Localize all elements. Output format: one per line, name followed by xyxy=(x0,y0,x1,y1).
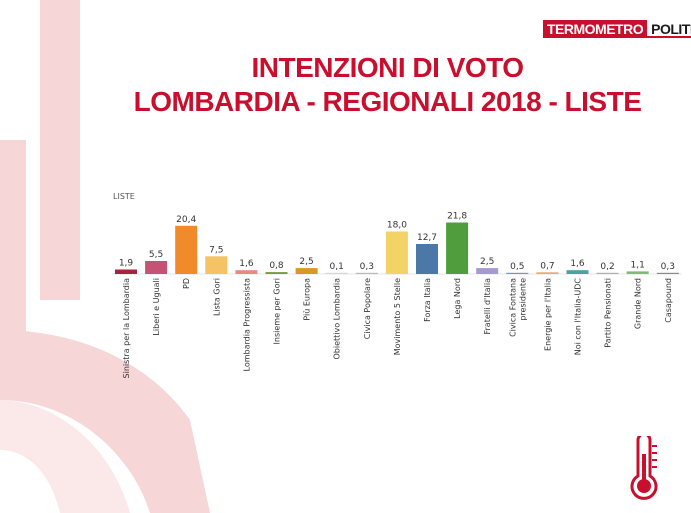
bar-value-label: 1,6 xyxy=(570,259,585,269)
bar-value-label: 0,3 xyxy=(661,262,675,272)
bar-17 xyxy=(626,271,649,274)
page-title-line1: INTENZIONI DI VOTO xyxy=(251,52,524,83)
bar-value-label: 18,0 xyxy=(387,221,407,231)
category-label: Partito Pensionati xyxy=(604,278,613,348)
bar-5 xyxy=(265,272,288,274)
category-label: PD xyxy=(182,278,191,289)
bar-4 xyxy=(235,270,258,274)
chart-legend-label: LISTE xyxy=(113,192,135,201)
bar-1 xyxy=(145,261,168,274)
brand-logo-part2: POLITICO xyxy=(647,20,691,38)
bar-value-label: 1,9 xyxy=(119,259,134,269)
bar-value-label: 12,7 xyxy=(417,233,437,243)
bar-value-label: 1,1 xyxy=(631,260,645,270)
category-label: Più Europa xyxy=(303,278,312,321)
bar-6 xyxy=(295,268,318,274)
category-label: Insieme per Gori xyxy=(273,278,282,344)
bar-10 xyxy=(416,244,438,274)
category-label: Sinistra per la Lombardia xyxy=(122,278,131,379)
bar-value-label: 7,5 xyxy=(209,245,223,255)
bar-value-label: 0,5 xyxy=(510,262,524,272)
bar-8 xyxy=(355,272,378,274)
bar-value-label: 2,5 xyxy=(299,257,313,267)
category-label: Grande Nord xyxy=(634,278,643,329)
category-label: Civica Fontanapresidente xyxy=(508,278,527,337)
bar-value-label: 0,3 xyxy=(360,262,374,272)
category-label: Movimento 5 Stelle xyxy=(393,278,402,355)
category-label: Casapound xyxy=(664,278,673,323)
bar-value-label: 2,5 xyxy=(480,257,494,267)
brand-logo-part1: TERMOMETRO xyxy=(543,20,648,38)
category-label: Energie per l'Italia xyxy=(543,278,552,351)
page-title-line2: LOMBARDIA - REGIONALI 2018 - LISTE xyxy=(133,86,642,117)
category-label: Liberi e Uguali xyxy=(152,278,161,336)
bar-value-label: 0,7 xyxy=(540,261,554,271)
bar-0 xyxy=(115,269,137,274)
category-label: Forza Italia xyxy=(423,278,432,322)
category-label: Fratelli d'Italia xyxy=(483,278,492,335)
bar-7 xyxy=(325,272,348,274)
bar-value-label: 21,8 xyxy=(447,212,467,222)
bar-value-label: 20,4 xyxy=(176,215,196,225)
bar-value-label: 5,5 xyxy=(149,250,163,260)
category-label: Noi con l'Italia-UDC xyxy=(574,278,583,356)
brand-logo: TERMOMETRO POLITICO xyxy=(543,20,691,38)
bar-15 xyxy=(566,270,589,274)
bar-value-label: 0,2 xyxy=(600,262,614,272)
bar-18 xyxy=(656,272,679,274)
category-label: Lombardia Progressista xyxy=(242,278,251,372)
bar-9 xyxy=(385,231,408,274)
category-label: Lega Nord xyxy=(453,278,462,319)
bar-2 xyxy=(175,225,198,274)
bar-14 xyxy=(536,272,559,274)
bar-12 xyxy=(476,268,499,274)
bar-3 xyxy=(205,256,228,274)
bar-16 xyxy=(596,272,619,274)
thermometer-icon xyxy=(630,436,658,500)
bar-value-label: 0,1 xyxy=(330,262,344,272)
category-label: Lista Gori xyxy=(212,278,221,316)
category-label: Civica Popolare xyxy=(363,278,372,339)
category-label: Obiettivo Lombardia xyxy=(333,278,342,360)
bar-value-label: 1,6 xyxy=(239,259,254,269)
bar-13 xyxy=(506,272,529,274)
bar-value-label: 0,8 xyxy=(269,261,284,271)
bar-11 xyxy=(446,222,469,274)
